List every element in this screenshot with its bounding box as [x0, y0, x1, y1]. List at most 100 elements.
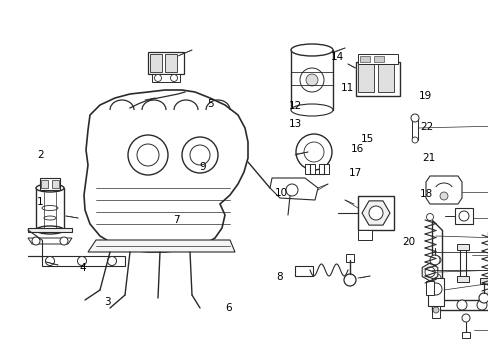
Bar: [479, 278, 487, 284]
Circle shape: [436, 299, 442, 305]
Text: 19: 19: [418, 91, 431, 102]
Circle shape: [170, 75, 177, 81]
Circle shape: [432, 256, 440, 264]
Text: 20: 20: [402, 237, 414, 247]
Text: 21: 21: [422, 153, 435, 163]
Bar: [305, 164, 314, 174]
Bar: [290, 50, 332, 110]
Circle shape: [426, 213, 433, 220]
Bar: [357, 64, 373, 92]
Bar: [346, 254, 353, 262]
Bar: [357, 54, 397, 64]
Text: 17: 17: [347, 168, 361, 178]
Text: 2: 2: [37, 150, 43, 160]
Polygon shape: [269, 178, 317, 200]
Circle shape: [45, 256, 54, 265]
Circle shape: [190, 145, 209, 165]
Text: 11: 11: [340, 83, 353, 93]
Ellipse shape: [36, 184, 64, 192]
Polygon shape: [28, 256, 125, 266]
Circle shape: [424, 267, 434, 277]
Circle shape: [77, 256, 86, 265]
Bar: [150, 54, 162, 72]
Text: 22: 22: [419, 122, 432, 132]
Polygon shape: [431, 220, 488, 310]
Ellipse shape: [44, 216, 56, 220]
Polygon shape: [361, 201, 389, 225]
Text: 4: 4: [80, 263, 86, 273]
Bar: [411, 118, 417, 140]
Text: 18: 18: [419, 189, 432, 199]
Circle shape: [476, 300, 486, 310]
Bar: [148, 52, 183, 74]
Polygon shape: [88, 240, 235, 252]
Bar: [40, 178, 60, 190]
Bar: [152, 74, 180, 82]
Bar: [357, 230, 371, 240]
Bar: [377, 64, 393, 92]
Bar: [294, 266, 312, 276]
Bar: [357, 196, 393, 230]
Polygon shape: [421, 263, 437, 281]
Circle shape: [432, 307, 438, 313]
Circle shape: [154, 96, 162, 104]
Text: 1: 1: [37, 197, 43, 207]
Bar: [355, 62, 399, 96]
Bar: [431, 306, 439, 318]
Circle shape: [461, 314, 469, 322]
Circle shape: [154, 75, 161, 81]
Ellipse shape: [290, 44, 332, 56]
Text: 15: 15: [360, 134, 374, 144]
Polygon shape: [84, 90, 247, 252]
Text: 13: 13: [288, 119, 302, 129]
Polygon shape: [425, 176, 461, 204]
Bar: [454, 208, 472, 224]
Bar: [164, 54, 177, 72]
Bar: [52, 180, 59, 188]
Text: 9: 9: [199, 162, 206, 172]
Circle shape: [128, 135, 168, 175]
Circle shape: [182, 137, 218, 173]
Polygon shape: [28, 228, 72, 232]
Circle shape: [107, 256, 116, 265]
Text: 12: 12: [288, 101, 302, 111]
Text: 5: 5: [206, 99, 213, 109]
Circle shape: [432, 274, 440, 282]
Circle shape: [343, 274, 355, 286]
Bar: [373, 56, 383, 62]
Circle shape: [456, 300, 466, 310]
Circle shape: [174, 96, 182, 104]
Circle shape: [368, 206, 382, 220]
Circle shape: [429, 283, 441, 295]
Circle shape: [478, 293, 488, 303]
Circle shape: [410, 114, 418, 122]
Bar: [425, 281, 433, 295]
Bar: [36, 188, 64, 230]
Circle shape: [295, 134, 331, 170]
Circle shape: [285, 184, 297, 196]
Text: 7: 7: [172, 215, 179, 225]
Text: 6: 6: [225, 303, 232, 313]
Text: 16: 16: [349, 144, 363, 154]
Bar: [461, 332, 469, 338]
Circle shape: [458, 211, 468, 221]
Bar: [41, 180, 48, 188]
Bar: [456, 276, 468, 282]
Circle shape: [429, 255, 439, 265]
Circle shape: [411, 137, 417, 143]
Text: 3: 3: [104, 297, 111, 307]
Circle shape: [32, 237, 40, 245]
Circle shape: [60, 237, 68, 245]
Text: 14: 14: [330, 52, 344, 62]
Bar: [456, 244, 468, 250]
Circle shape: [426, 283, 433, 289]
Bar: [459, 246, 465, 278]
Text: 8: 8: [276, 272, 283, 282]
Ellipse shape: [290, 104, 332, 116]
Ellipse shape: [42, 206, 58, 211]
Bar: [318, 164, 328, 174]
Circle shape: [305, 74, 317, 86]
Circle shape: [299, 68, 324, 92]
Text: 10: 10: [275, 188, 287, 198]
Circle shape: [439, 192, 447, 200]
